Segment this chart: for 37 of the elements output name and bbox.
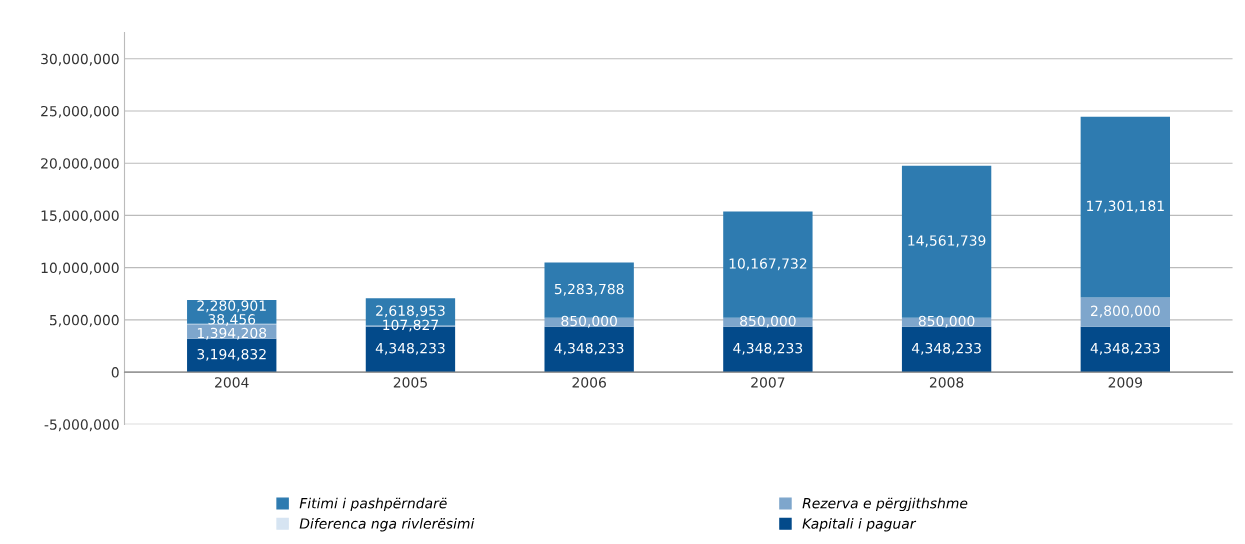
x-tick-label: 2008 — [929, 377, 964, 388]
data-label: 4,348,233 — [911, 342, 981, 355]
x-tick-label: 2006 — [572, 377, 606, 388]
data-label: 10,167,732 — [729, 258, 807, 271]
data-label: 4,348,233 — [1090, 342, 1160, 355]
data-label: 4,348,233 — [733, 342, 803, 355]
x-tick-label: 2007 — [751, 377, 785, 388]
y-tick-label: -5,000,000 — [44, 419, 119, 432]
data-label: 2,280,901 — [197, 300, 266, 313]
data-label: 850,000 — [740, 315, 796, 328]
y-tick-label: 25,000,000 — [41, 105, 119, 118]
data-label: 850,000 — [561, 315, 617, 328]
y-tick-label: 10,000,000 — [41, 262, 119, 275]
legend-label: Diferenca nga rivlerësimi — [299, 518, 475, 532]
data-label: 38,456 — [208, 314, 256, 326]
data-label: 17,301,181 — [1087, 200, 1164, 213]
data-label: 14,561,739 — [908, 235, 986, 248]
data-label: 2,618,953 — [376, 305, 445, 318]
x-tick-label: 2004 — [215, 377, 249, 388]
x-tick-label: 2009 — [1108, 377, 1143, 388]
data-label: 850,000 — [918, 315, 975, 328]
y-tick-label: 0 — [111, 367, 119, 378]
data-label: 5,283,788 — [554, 283, 624, 296]
x-tick-label: 2005 — [393, 377, 427, 388]
data-label: 1,394,208 — [197, 327, 267, 340]
y-tick-label: 20,000,000 — [41, 158, 119, 171]
y-tick-label: 30,000,000 — [41, 53, 119, 66]
data-label: 3,194,832 — [197, 348, 266, 361]
data-label: 4,348,233 — [375, 342, 445, 355]
data-label: 4,348,233 — [554, 342, 624, 355]
legend-label: Kapitali i paguar — [802, 518, 917, 532]
legend-label: Fitimi i pashpërndarë — [299, 497, 447, 512]
legend-label: Rezerva e përgjithshme — [802, 497, 968, 512]
y-tick-label: 15,000,000 — [41, 210, 119, 223]
y-tick-label: 5,000,000 — [50, 314, 119, 327]
data-label: 2,800,000 — [1090, 305, 1160, 318]
data-label: 107,827 — [383, 319, 438, 332]
